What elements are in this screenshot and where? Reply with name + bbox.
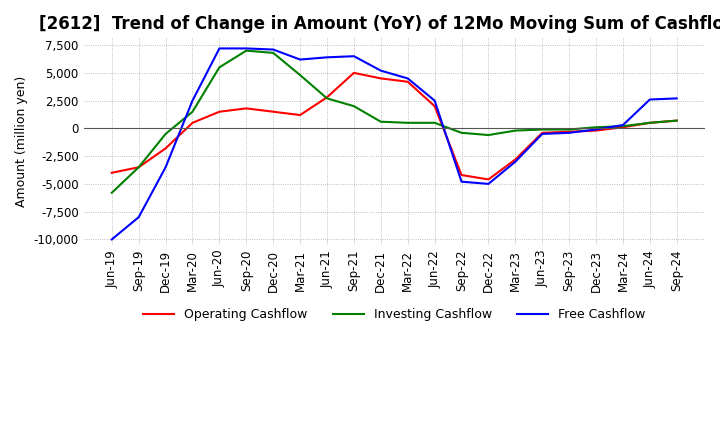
Operating Cashflow bbox=[511, 157, 520, 162]
Operating Cashflow bbox=[161, 146, 170, 151]
Operating Cashflow bbox=[538, 130, 546, 136]
Operating Cashflow bbox=[296, 112, 305, 117]
Free Cashflow bbox=[618, 122, 627, 128]
Y-axis label: Amount (million yen): Amount (million yen) bbox=[15, 76, 28, 207]
Investing Cashflow bbox=[296, 73, 305, 78]
Operating Cashflow bbox=[350, 70, 359, 76]
Free Cashflow bbox=[564, 130, 573, 136]
Free Cashflow bbox=[431, 98, 439, 103]
Investing Cashflow bbox=[431, 120, 439, 125]
Operating Cashflow bbox=[592, 128, 600, 133]
Free Cashflow bbox=[188, 98, 197, 103]
Free Cashflow bbox=[242, 46, 251, 51]
Operating Cashflow bbox=[618, 125, 627, 130]
Operating Cashflow bbox=[672, 118, 681, 123]
Investing Cashflow bbox=[107, 190, 116, 195]
Operating Cashflow bbox=[457, 172, 466, 178]
Operating Cashflow bbox=[646, 120, 654, 125]
Investing Cashflow bbox=[161, 131, 170, 136]
Free Cashflow bbox=[161, 165, 170, 170]
Investing Cashflow bbox=[618, 124, 627, 129]
Free Cashflow bbox=[511, 159, 520, 164]
Investing Cashflow bbox=[269, 50, 277, 55]
Investing Cashflow bbox=[592, 125, 600, 130]
Title: [2612]  Trend of Change in Amount (YoY) of 12Mo Moving Sum of Cashflows: [2612] Trend of Change in Amount (YoY) o… bbox=[39, 15, 720, 33]
Free Cashflow bbox=[135, 215, 143, 220]
Investing Cashflow bbox=[377, 119, 385, 125]
Free Cashflow bbox=[592, 127, 600, 132]
Free Cashflow bbox=[323, 55, 331, 60]
Investing Cashflow bbox=[646, 120, 654, 125]
Operating Cashflow bbox=[269, 109, 277, 114]
Investing Cashflow bbox=[457, 130, 466, 136]
Free Cashflow bbox=[269, 47, 277, 52]
Operating Cashflow bbox=[107, 170, 116, 176]
Operating Cashflow bbox=[135, 165, 143, 170]
Operating Cashflow bbox=[215, 109, 224, 114]
Investing Cashflow bbox=[511, 128, 520, 133]
Investing Cashflow bbox=[403, 120, 412, 125]
Investing Cashflow bbox=[242, 48, 251, 53]
Operating Cashflow bbox=[431, 103, 439, 109]
Operating Cashflow bbox=[403, 79, 412, 84]
Investing Cashflow bbox=[188, 109, 197, 114]
Operating Cashflow bbox=[377, 76, 385, 81]
Operating Cashflow bbox=[323, 95, 331, 100]
Investing Cashflow bbox=[538, 127, 546, 132]
Free Cashflow bbox=[377, 68, 385, 73]
Free Cashflow bbox=[350, 54, 359, 59]
Investing Cashflow bbox=[215, 65, 224, 70]
Free Cashflow bbox=[538, 131, 546, 136]
Free Cashflow bbox=[646, 97, 654, 102]
Line: Free Cashflow: Free Cashflow bbox=[112, 48, 677, 239]
Operating Cashflow bbox=[242, 106, 251, 111]
Free Cashflow bbox=[457, 179, 466, 184]
Free Cashflow bbox=[296, 57, 305, 62]
Investing Cashflow bbox=[323, 96, 331, 101]
Free Cashflow bbox=[403, 76, 412, 81]
Free Cashflow bbox=[107, 237, 116, 242]
Investing Cashflow bbox=[564, 127, 573, 132]
Operating Cashflow bbox=[188, 120, 197, 125]
Free Cashflow bbox=[484, 181, 492, 187]
Free Cashflow bbox=[672, 96, 681, 101]
Operating Cashflow bbox=[564, 129, 573, 134]
Line: Investing Cashflow: Investing Cashflow bbox=[112, 51, 677, 193]
Legend: Operating Cashflow, Investing Cashflow, Free Cashflow: Operating Cashflow, Investing Cashflow, … bbox=[138, 303, 651, 326]
Investing Cashflow bbox=[135, 165, 143, 170]
Line: Operating Cashflow: Operating Cashflow bbox=[112, 73, 677, 180]
Free Cashflow bbox=[215, 46, 224, 51]
Investing Cashflow bbox=[484, 132, 492, 138]
Investing Cashflow bbox=[672, 118, 681, 123]
Investing Cashflow bbox=[350, 103, 359, 109]
Operating Cashflow bbox=[484, 177, 492, 182]
